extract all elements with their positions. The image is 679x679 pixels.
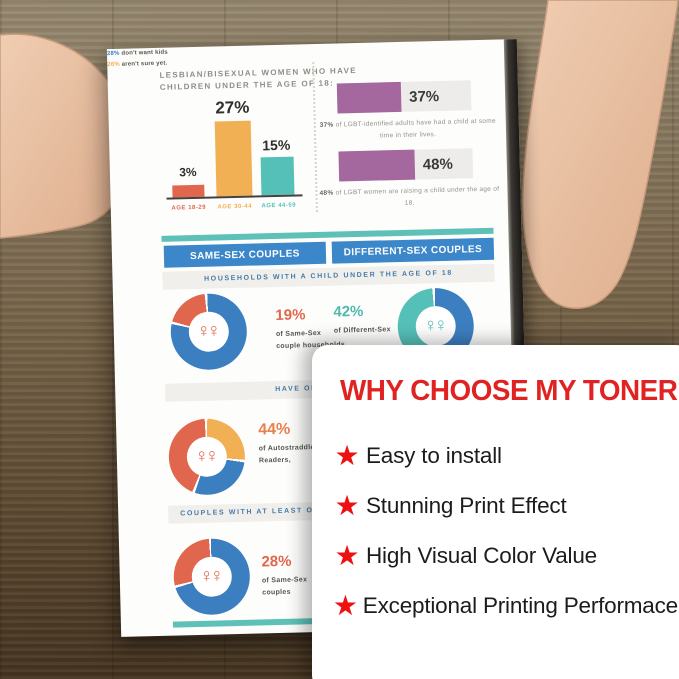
donut-caption-line: Readers, <box>258 456 292 465</box>
bar-category-label: AGE 44-59 <box>261 202 297 210</box>
bar-age-30-44 <box>214 120 253 197</box>
bar-value-label: 3% <box>179 164 197 180</box>
donut-caption: of Same-Sex couples <box>262 574 308 599</box>
feature-text: Exceptional Printing Performace <box>362 593 678 618</box>
female-female-icon: ♀♀ <box>194 445 216 468</box>
stat-bar-fill-48 <box>338 149 416 182</box>
sub-text: don't want kids <box>119 49 168 57</box>
bar-age-18-29 <box>172 184 205 198</box>
stat-caption-text: of LGBT women are raising a child under … <box>333 185 500 207</box>
donut-hole: ♀♀ <box>186 436 228 478</box>
stat-caption: 37% of LGBT-identified adults have had a… <box>316 116 501 144</box>
feature-item: ★ Easy to install <box>328 431 678 481</box>
bar-category-label: AGE 30-44 <box>217 203 253 211</box>
donut-pct: 19% <box>275 306 306 325</box>
bar-value-label: 27% <box>215 97 250 118</box>
band-households: HOUSEHOLDS WITH A CHILD UNDER THE AGE OF… <box>162 263 495 290</box>
feature-item: ★ High Visual Color Value <box>328 531 678 581</box>
stat-caption-pct: 37% <box>319 121 334 129</box>
donut-hole: ♀♀ <box>188 311 230 353</box>
donut-same-sex-28: ♀♀ <box>172 537 251 616</box>
donut-caption: of Autostraddle Readers, <box>259 442 316 467</box>
donut-same-sex-19: ♀♀ <box>169 292 248 371</box>
header-different-sex-couples: DIFFERENT-SEX COUPLES <box>331 237 495 264</box>
feature-list: ★ Easy to install ★ Stunning Print Effec… <box>328 431 678 631</box>
sub-pct: 26% <box>107 61 120 68</box>
donut-pct: 28% <box>261 552 292 571</box>
bar-value-label: 15% <box>262 136 291 154</box>
feature-text: Easy to install <box>366 443 502 468</box>
star-icon: ★ <box>334 490 360 521</box>
donut-caption-line: of Autostraddle <box>258 444 315 453</box>
bar-category-label: AGE 18-29 <box>171 204 207 212</box>
stat-caption-pct: 48% <box>319 189 334 197</box>
donut-autostraddle-44: ♀♀ <box>167 417 246 496</box>
star-icon: ★ <box>334 540 360 571</box>
marketing-card: WHY CHOOSE MY TONER ★ Easy to install ★ … <box>312 345 679 679</box>
female-female-icon: ♀♀ <box>199 565 221 587</box>
stat-bar-fill-37 <box>336 81 402 114</box>
sub-pct: 28% <box>106 50 120 58</box>
stat-caption: 48% of LGBT women are raising a child un… <box>317 184 502 212</box>
feature-item: ★ Stunning Print Effect <box>328 481 678 531</box>
stat-value: 37% <box>408 87 440 106</box>
female-female-icon: ♀♀ <box>423 314 445 337</box>
feature-text: Stunning Print Effect <box>366 493 567 518</box>
donut-pct: 44% <box>258 420 291 439</box>
sub-text: aren't sure yet. <box>119 60 168 68</box>
bar-age-44-59 <box>260 156 295 196</box>
right-arm <box>522 0 679 309</box>
donut-caption-line: of Different-Sex <box>333 326 391 335</box>
female-female-icon: ♀♀ <box>196 320 218 342</box>
feature-text: High Visual Color Value <box>366 543 597 568</box>
donut-caption: of Different-Sex <box>334 324 391 337</box>
card-title: WHY CHOOSE MY TONER <box>340 375 678 407</box>
left-hand <box>0 33 123 239</box>
donut-hole: ♀♀ <box>415 305 457 347</box>
donut-hole: ♀♀ <box>191 556 233 598</box>
header-same-sex-couples: SAME-SEX COUPLES <box>163 241 327 268</box>
stat-value: 48% <box>422 155 454 174</box>
star-icon: ★ <box>334 440 360 471</box>
donut-pct: 42% <box>333 302 364 321</box>
star-icon: ★ <box>332 590 358 621</box>
donut-caption-line: couples <box>262 588 291 597</box>
stat-caption-text: of LGBT-identified adults have had a chi… <box>333 117 496 140</box>
donut-caption-line: of Same-Sex <box>261 576 308 585</box>
feature-item: ★ Exceptional Printing Performace <box>328 581 678 631</box>
